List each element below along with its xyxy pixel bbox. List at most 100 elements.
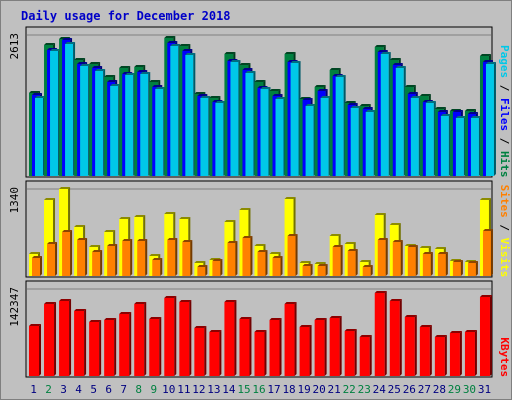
bar-kbytes-kbytes-day-18-side bbox=[294, 302, 297, 376]
bar-hits-hits-day-23-top bbox=[359, 104, 371, 106]
bar-kbytes-kbytes-day-2-top bbox=[44, 302, 57, 304]
bar-hits-pages-day-5 bbox=[95, 71, 104, 176]
bar-kbytes-kbytes-day-16-top bbox=[254, 330, 267, 332]
bar-visits-sites-day-18-top bbox=[287, 234, 298, 236]
bar-visits-sites-day-5-top bbox=[92, 250, 103, 252]
bar-visits-sites-day-12 bbox=[197, 267, 206, 276]
x-tick-label-1: 1 bbox=[30, 383, 37, 396]
panel-kbytes-legend: KBytes bbox=[498, 337, 511, 377]
panel-hits-ymax-label: 2613 bbox=[8, 33, 21, 60]
bar-kbytes-kbytes-day-25-top bbox=[389, 299, 402, 301]
bar-visits-sites-day-6 bbox=[107, 246, 116, 276]
bar-kbytes-kbytes-day-11-top bbox=[179, 300, 192, 302]
bar-hits-pages-day-14 bbox=[230, 62, 239, 176]
bar-hits-files-day-30-top bbox=[467, 112, 478, 114]
bar-visits-sites-day-24-side bbox=[385, 238, 388, 276]
bar-visits-visits-day-25-top bbox=[389, 223, 401, 225]
bar-visits-sites-day-31-top bbox=[482, 229, 493, 231]
bar-hits-pages-day-15 bbox=[245, 73, 254, 176]
bar-kbytes-kbytes-day-2 bbox=[44, 304, 55, 376]
bar-visits-sites-day-17-side bbox=[280, 256, 283, 276]
bar-visits-sites-day-3-side bbox=[70, 230, 73, 276]
bar-visits-sites-day-19-top bbox=[302, 264, 313, 266]
bar-visits-sites-day-11-side bbox=[190, 240, 193, 276]
panel-kbytes-frame bbox=[25, 280, 493, 378]
bar-visits-sites-day-2-top bbox=[47, 242, 58, 244]
bar-visits-sites-day-5 bbox=[92, 252, 101, 276]
bar-kbytes-kbytes-day-20-side bbox=[324, 318, 327, 376]
bar-kbytes-kbytes-day-14-top bbox=[224, 300, 237, 302]
bar-kbytes-kbytes-day-8-side bbox=[144, 302, 147, 376]
legend-segment: KBytes bbox=[498, 337, 511, 377]
bar-hits-pages-day-6-top bbox=[110, 84, 121, 86]
bar-hits-files-day-11-top bbox=[182, 49, 193, 51]
bar-visits-sites-day-2 bbox=[47, 244, 56, 276]
bar-visits-sites-day-18-side bbox=[295, 234, 298, 276]
bar-visits-sites-day-3-top bbox=[62, 230, 73, 232]
bar-hits-hits-day-12-top bbox=[194, 92, 206, 94]
bar-hits-pages-day-2-top bbox=[50, 49, 61, 51]
bar-visits-sites-day-8 bbox=[137, 241, 146, 276]
bar-hits-pages-day-8 bbox=[140, 74, 149, 176]
bar-hits-hits-day-6-top bbox=[104, 75, 116, 77]
bar-hits-hits-day-30-top bbox=[464, 109, 476, 111]
bar-kbytes-kbytes-day-7-side bbox=[129, 312, 132, 376]
bar-kbytes-kbytes-day-14-side bbox=[234, 300, 237, 376]
bar-visits-sites-day-30-top bbox=[467, 261, 478, 263]
bar-hits-hits-day-27-top bbox=[419, 94, 431, 96]
bar-hits-pages-day-12-top bbox=[200, 96, 211, 98]
bar-kbytes-kbytes-day-28 bbox=[434, 337, 445, 376]
bar-visits-sites-day-23 bbox=[362, 267, 371, 276]
legend-segment: / bbox=[498, 131, 511, 151]
bar-visits-sites-day-16-top bbox=[257, 250, 268, 252]
bar-kbytes-kbytes-day-3-top bbox=[59, 299, 72, 301]
legend-segment: Files bbox=[498, 98, 511, 131]
bar-visits-sites-day-12-top bbox=[197, 265, 208, 267]
bar-visits-sites-day-27-side bbox=[430, 252, 433, 276]
x-tick-label-6: 6 bbox=[105, 383, 112, 396]
bar-visits-visits-day-27-top bbox=[419, 246, 431, 248]
bar-kbytes-kbytes-day-27 bbox=[419, 327, 430, 376]
bar-hits-pages-day-24-top bbox=[380, 52, 391, 54]
bar-hits-pages-day-13-top bbox=[215, 101, 226, 103]
legend-segment: Sites bbox=[498, 185, 511, 218]
bar-kbytes-kbytes-day-26 bbox=[404, 317, 415, 376]
bar-visits-sites-day-10-top bbox=[167, 238, 178, 240]
bar-hits-pages-day-10-top bbox=[170, 44, 181, 46]
bar-hits-pages-day-30 bbox=[470, 118, 479, 176]
x-tick-label-22: 22 bbox=[343, 383, 356, 396]
bar-kbytes-kbytes-day-12 bbox=[194, 328, 205, 376]
bar-visits-sites-day-26 bbox=[407, 247, 416, 276]
bar-kbytes-kbytes-day-12-side bbox=[204, 326, 207, 376]
bar-kbytes-kbytes-day-9-side bbox=[159, 317, 162, 376]
bar-hits-pages-day-11-top bbox=[185, 53, 196, 55]
bar-hits-hits-day-11-top bbox=[179, 44, 191, 46]
bar-visits-sites-day-22 bbox=[347, 251, 356, 276]
bar-hits-pages-day-23 bbox=[365, 112, 374, 176]
bar-kbytes-kbytes-day-19-top bbox=[299, 325, 312, 327]
bar-visits-sites-day-8-top bbox=[137, 239, 148, 241]
bar-kbytes-kbytes-day-5 bbox=[89, 322, 100, 376]
bar-hits-pages-day-16 bbox=[260, 89, 269, 176]
bar-hits-pages-day-1 bbox=[35, 98, 43, 176]
x-tick-label-30: 30 bbox=[463, 383, 476, 396]
bar-visits-sites-day-18 bbox=[287, 236, 296, 276]
bar-kbytes-kbytes-day-23-top bbox=[359, 335, 372, 337]
bar-kbytes-kbytes-day-17 bbox=[269, 320, 280, 376]
chart-title: Daily usage for December 2018 bbox=[21, 9, 231, 23]
bar-kbytes-kbytes-day-6-top bbox=[104, 318, 117, 320]
bar-kbytes-kbytes-day-21-side bbox=[339, 316, 342, 376]
bar-hits-pages-day-31 bbox=[485, 64, 494, 176]
bar-visits-visits-day-18-top bbox=[284, 197, 296, 199]
bar-visits-sites-day-10 bbox=[167, 240, 176, 276]
bar-kbytes-kbytes-day-24-top bbox=[374, 291, 387, 293]
bar-hits-files-day-4-top bbox=[77, 62, 88, 64]
x-tick-label-5: 5 bbox=[90, 383, 97, 396]
bar-hits-hits-day-24-top bbox=[374, 45, 386, 47]
bar-visits-sites-day-1-top bbox=[32, 256, 42, 258]
bar-kbytes-kbytes-day-4-side bbox=[84, 309, 87, 376]
bar-kbytes-kbytes-day-24-side bbox=[384, 291, 387, 376]
x-tick-label-9: 9 bbox=[150, 383, 157, 396]
bar-hits-hits-day-15-top bbox=[239, 63, 251, 65]
bar-visits-visits-day-12-top bbox=[194, 261, 206, 263]
